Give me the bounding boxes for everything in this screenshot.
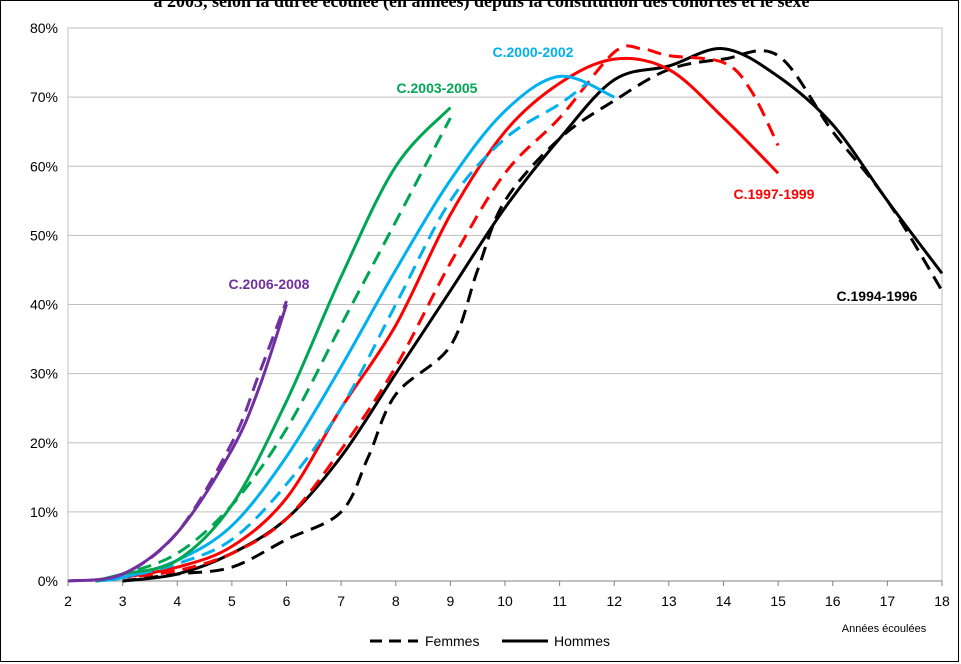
x-axis-label: Années écoulées bbox=[842, 623, 927, 635]
x-tick-label: 3 bbox=[119, 593, 127, 609]
x-tick-label: 14 bbox=[716, 593, 732, 609]
x-tick-label: 5 bbox=[228, 593, 236, 609]
x-tick-label: 9 bbox=[446, 593, 454, 609]
series-label: C.2000-2002 bbox=[493, 44, 574, 60]
x-tick-label: 16 bbox=[825, 593, 841, 609]
x-tick-label: 4 bbox=[173, 593, 181, 609]
y-tick-label: 10% bbox=[30, 504, 58, 520]
x-tick-label: 17 bbox=[880, 593, 896, 609]
x-tick-label: 10 bbox=[497, 593, 513, 609]
x-tick-label: 7 bbox=[337, 593, 345, 609]
series-line-c-1994-1996-femmes bbox=[122, 49, 944, 583]
y-tick-label: 50% bbox=[30, 227, 58, 243]
y-tick-label: 80% bbox=[30, 20, 58, 36]
series-line-c-1994-1996-hommes bbox=[122, 47, 944, 583]
series-line-c-2000-2002-femmes bbox=[95, 82, 588, 583]
x-tick-label: 11 bbox=[552, 593, 567, 609]
x-tick-label: 8 bbox=[392, 593, 400, 609]
x-tick-label: 13 bbox=[661, 593, 677, 609]
series-line-c-1997-1999-femmes bbox=[95, 44, 780, 583]
y-tick-label: 30% bbox=[30, 366, 58, 382]
x-tick-label: 18 bbox=[934, 593, 950, 609]
y-tick-label: 70% bbox=[30, 89, 58, 105]
y-tick-label: 0% bbox=[38, 573, 58, 589]
series-line-c-1997-1999-hommes bbox=[95, 56, 780, 583]
x-tick-label: 15 bbox=[770, 593, 786, 609]
series-label: C.2003-2005 bbox=[397, 80, 478, 96]
series-line-c-2003-2005-femmes bbox=[94, 117, 452, 583]
legend-label-femmes: Femmes bbox=[425, 633, 479, 649]
y-tick-label: 40% bbox=[30, 297, 58, 313]
series-line-c-2006-2008-hommes bbox=[67, 304, 288, 583]
series-label: C.1997-1999 bbox=[734, 186, 815, 202]
series-line-c-2003-2005-hommes bbox=[94, 106, 452, 583]
x-tick-label: 6 bbox=[283, 593, 291, 609]
legend-label-hommes: Hommes bbox=[554, 633, 610, 649]
x-tick-label: 2 bbox=[64, 593, 72, 609]
y-tick-label: 20% bbox=[30, 435, 58, 451]
series-line-c-2006-2008-femmes bbox=[67, 300, 288, 583]
series-label: C.2006-2008 bbox=[229, 276, 310, 292]
series-line-c-2000-2002-hommes bbox=[95, 74, 615, 583]
y-tick-label: 60% bbox=[30, 158, 58, 174]
x-tick-label: 12 bbox=[606, 593, 622, 609]
series-label: C.1994-1996 bbox=[837, 288, 918, 304]
chart-title: à 2003, selon la durée écoulée (en année… bbox=[153, 0, 810, 11]
